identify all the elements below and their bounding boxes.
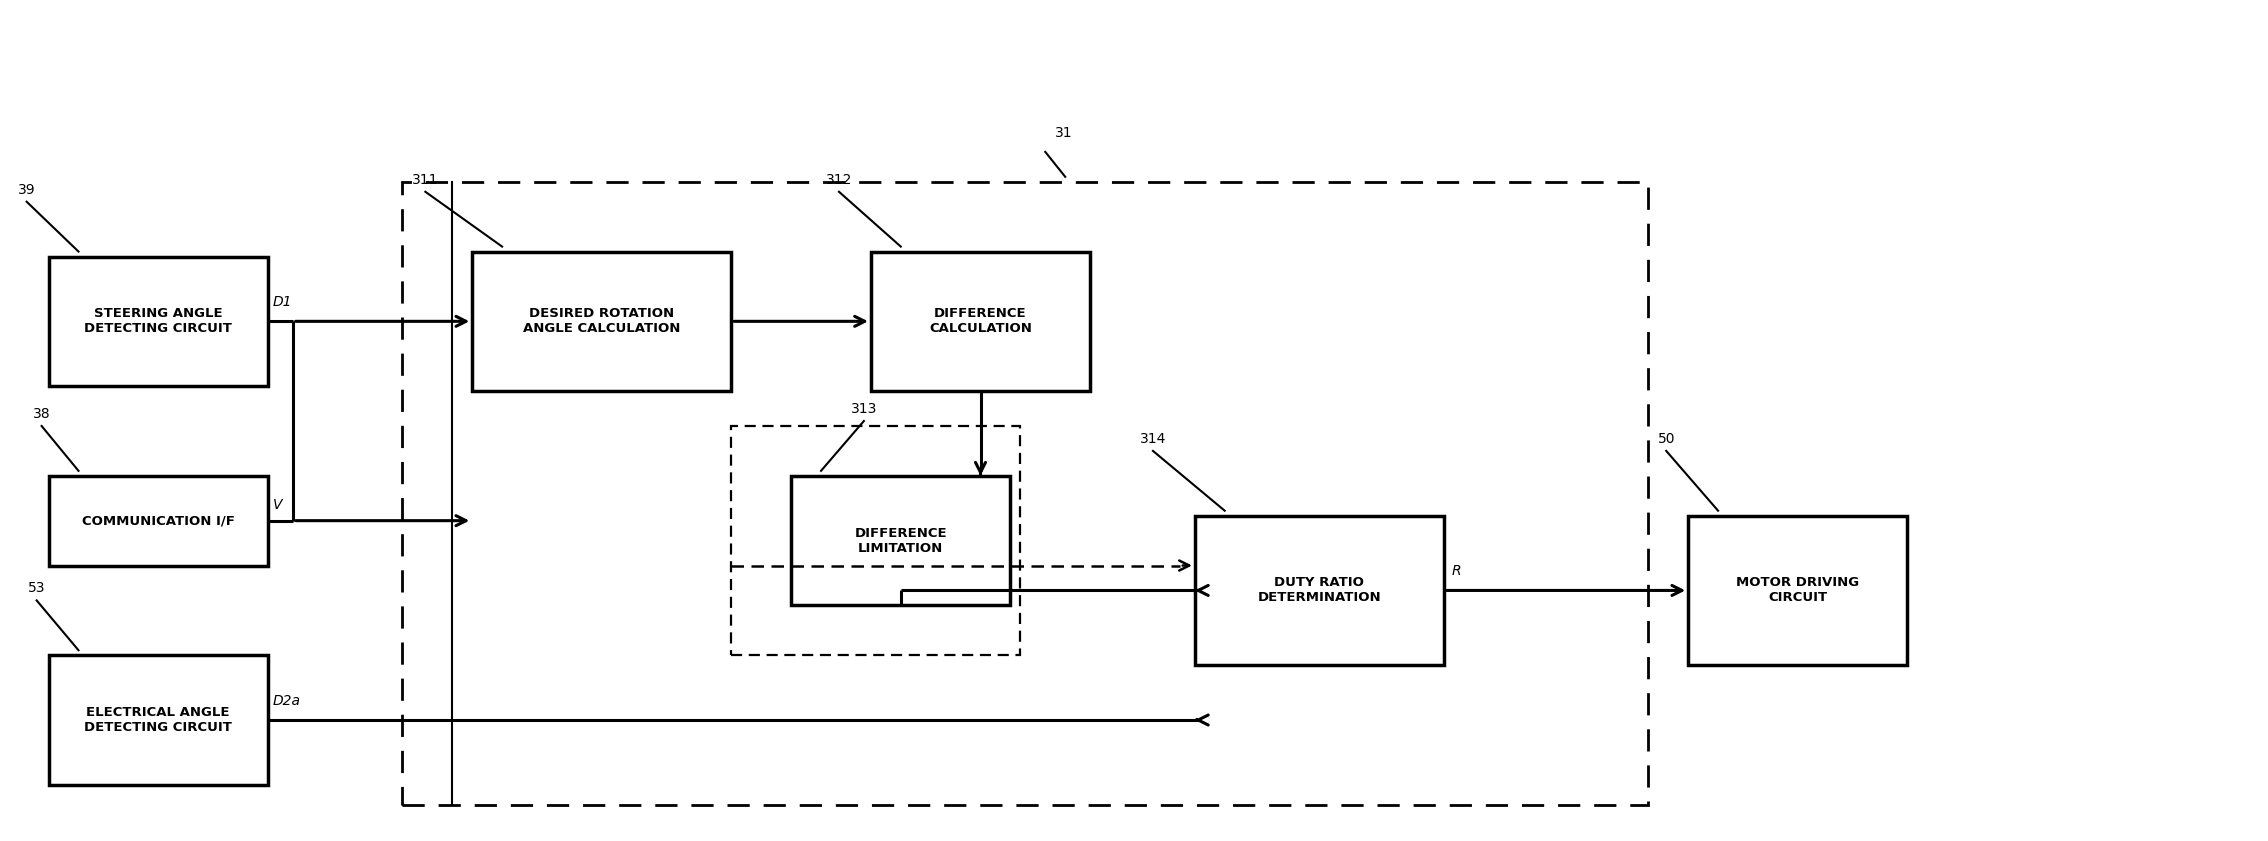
Text: 313: 313 [850,402,878,416]
Text: MOTOR DRIVING
CIRCUIT: MOTOR DRIVING CIRCUIT [1737,576,1860,605]
Text: 39: 39 [18,182,36,197]
Text: D1: D1 [272,295,293,309]
Text: STEERING ANGLE
DETECTING CIRCUIT: STEERING ANGLE DETECTING CIRCUIT [84,307,231,336]
Text: 314: 314 [1141,432,1166,446]
Text: 31: 31 [1055,126,1073,140]
Bar [1687,516,1907,665]
Bar [472,251,730,391]
Text: R: R [1452,564,1461,579]
Text: DESIRED ROTATION
ANGLE CALCULATION: DESIRED ROTATION ANGLE CALCULATION [524,307,680,336]
Bar [48,476,268,565]
Bar [792,476,1012,606]
Text: ELECTRICAL ANGLE
DETECTING CIRCUIT: ELECTRICAL ANGLE DETECTING CIRCUIT [84,706,231,734]
Text: 38: 38 [32,407,50,421]
Text: V: V [272,498,281,511]
Text: 311: 311 [413,172,438,187]
Text: D2a: D2a [272,694,302,708]
Text: DUTY RATIO
DETERMINATION: DUTY RATIO DETERMINATION [1256,576,1381,605]
Text: 53: 53 [27,581,45,595]
Bar [48,655,268,785]
Text: DIFFERENCE
CALCULATION: DIFFERENCE CALCULATION [930,307,1032,336]
Text: COMMUNICATION I/F: COMMUNICATION I/F [82,514,234,527]
Bar [730,426,1021,655]
Bar [871,251,1091,391]
Text: 50: 50 [1658,432,1676,446]
Bar [1195,516,1445,665]
Bar [48,257,268,386]
Text: 312: 312 [826,172,853,187]
Bar [401,182,1649,805]
Text: DIFFERENCE
LIMITATION: DIFFERENCE LIMITATION [855,526,948,554]
